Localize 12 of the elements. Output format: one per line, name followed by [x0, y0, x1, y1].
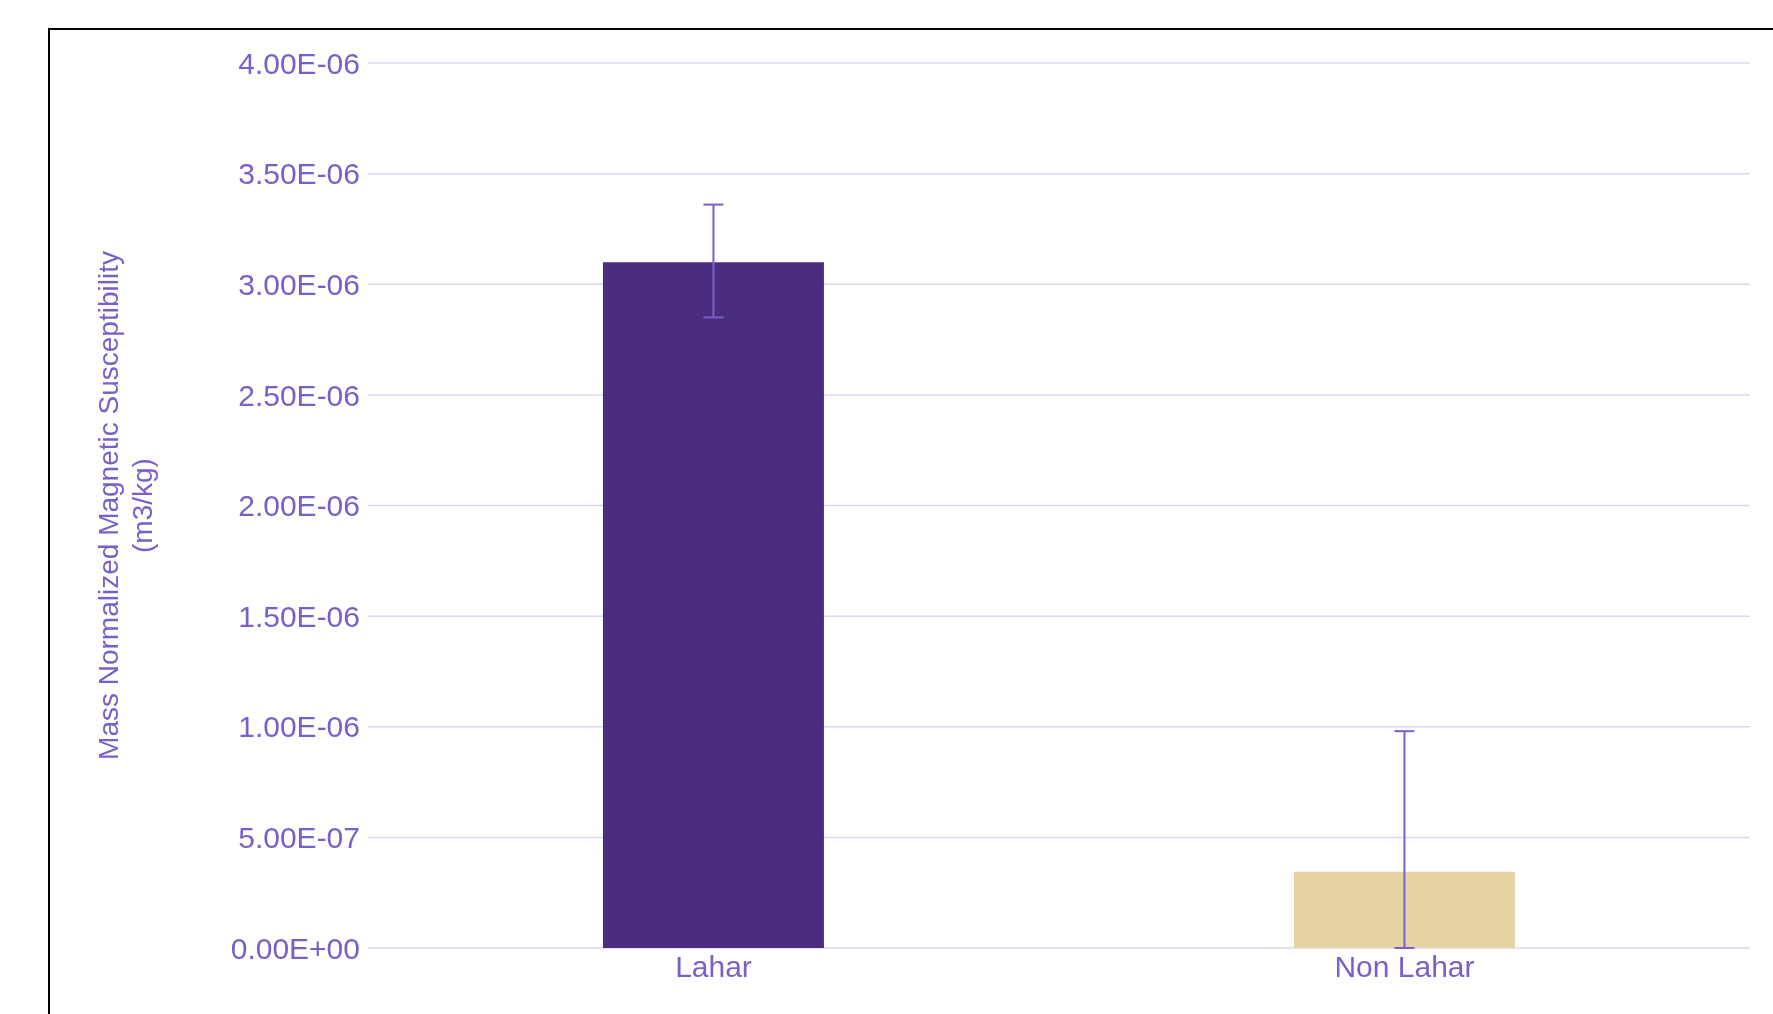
y-tick-label: 2.50E-06: [238, 378, 360, 412]
y-tick-label: 2.00E-06: [238, 489, 360, 523]
y-tick-label: 5.00E-07: [238, 821, 360, 855]
x-tick-label: Non Lahar: [1334, 950, 1475, 984]
x-tick-label: Lahar: [675, 950, 752, 984]
y-tick-label: 0.00E+00: [230, 931, 360, 965]
y-tick-label: 4.00E-06: [238, 46, 360, 80]
y-tick-label: 1.00E-06: [238, 710, 360, 744]
y-axis-title: Mass Normalized Magnetic Susceptibility (m3/kg): [93, 251, 158, 760]
y-tick-label: 1.50E-06: [238, 599, 360, 633]
y-tick-label: 3.50E-06: [238, 157, 360, 191]
y-tick-label: 3.00E-06: [238, 267, 360, 301]
